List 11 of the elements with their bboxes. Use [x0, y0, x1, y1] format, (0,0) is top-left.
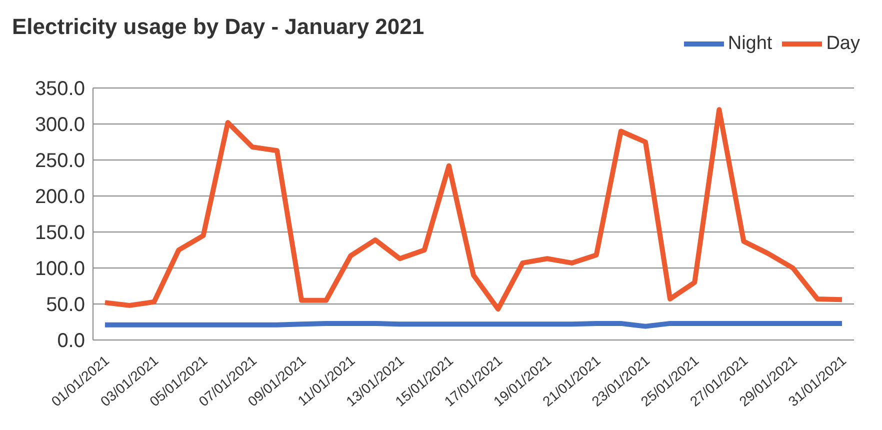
legend-label: Day — [826, 33, 860, 54]
legend-label: Night — [728, 33, 772, 54]
y-tick-label: 100.0 — [34, 258, 85, 280]
y-tick-label: 350.0 — [34, 78, 85, 100]
chart-title: Electricity usage by Day - January 2021 — [12, 14, 424, 40]
y-tick-label: 200.0 — [34, 186, 85, 208]
y-tick-label: 250.0 — [34, 150, 85, 172]
y-tick-label: 50.0 — [46, 294, 85, 316]
y-tick-label: 0.0 — [57, 330, 85, 352]
y-tick-label: 300.0 — [34, 114, 85, 136]
y-tick-label: 150.0 — [34, 222, 85, 244]
